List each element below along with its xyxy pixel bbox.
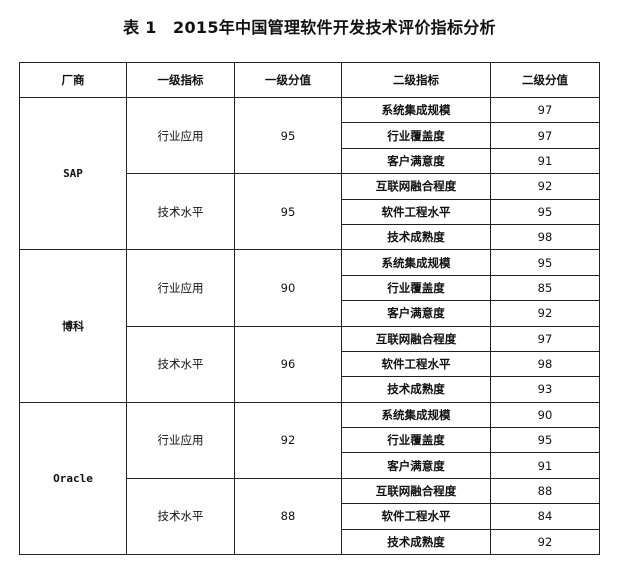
header-level2-indicator: 二级指标 <box>341 62 491 98</box>
level1-score-cell: 95 <box>234 173 342 251</box>
table-row: 客户满意度 91 <box>20 452 600 479</box>
level1-indicator-cell: 行业应用 <box>126 96 235 175</box>
level2-indicator-cell: 客户满意度 <box>341 300 491 327</box>
level2-score-cell: 92 <box>490 300 600 327</box>
level2-indicator-cell: 技术成熟度 <box>341 528 491 556</box>
table-row: 技术水平 96 互联网融合程度 97 <box>20 325 600 403</box>
table-row: 行业覆盖度 97 <box>20 122 600 149</box>
header-vendor: 厂商 <box>19 62 127 98</box>
level2-score-cell: 88 <box>490 477 600 505</box>
level2-indicator-cell: 技术成熟度 <box>341 376 491 403</box>
level2-indicator-cell: 行业覆盖度 <box>341 122 491 149</box>
level1-score-cell: 96 <box>234 325 342 403</box>
vendor-cell: Oracle <box>19 401 127 556</box>
table-row: 技术成熟度 93 <box>20 376 600 403</box>
level2-score-cell: 93 <box>490 376 600 403</box>
level1-score-cell: 95 <box>234 96 342 175</box>
level2-indicator-cell: 互联网融合程度 <box>341 173 491 200</box>
table-row: 技术水平 95 互联网融合程度 92 <box>20 173 600 251</box>
level1-indicator-cell: 技术水平 <box>126 477 235 556</box>
table-body: SAP 行业应用 95 系统集成规模 97 行业覆盖度 97 客户满意度 91 技术水平 95 互联网… <box>19 96 600 556</box>
level2-score-cell: 91 <box>490 147 600 175</box>
evaluation-table: 厂商 一级指标 一级分值 二级指标 二级分值 SAP 行业应用 95 系统集成规模 97… <box>19 62 600 556</box>
level1-indicator-cell: 技术水平 <box>126 325 235 403</box>
level1-indicator-cell: 技术水平 <box>126 173 235 251</box>
level2-score-cell: 95 <box>490 427 600 454</box>
level2-score-cell: 92 <box>490 528 600 556</box>
level2-score-cell: 97 <box>490 325 600 352</box>
level2-score-cell: 98 <box>490 223 600 251</box>
table-row: 行业覆盖度 85 <box>20 274 600 302</box>
table-row: 技术成熟度 98 <box>20 223 600 251</box>
level2-indicator-cell: 系统集成规模 <box>341 401 491 429</box>
vendor-cell: SAP <box>19 96 127 251</box>
table-row: 博科 行业应用 90 系统集成规模 95 <box>19 249 600 403</box>
level2-score-cell: 91 <box>490 452 600 479</box>
level2-score-cell: 84 <box>490 503 600 530</box>
table-row: Oracle 行业应用 92 系统集成规模 90 <box>19 401 600 556</box>
level1-score-cell: 92 <box>234 401 342 479</box>
table-row: 软件工程水平 95 <box>20 198 600 225</box>
level2-score-cell: 98 <box>490 350 600 378</box>
level1-indicator-cell: 行业应用 <box>126 249 235 327</box>
table-title: 表 1 2015年中国管理软件开发技术评价指标分析 <box>123 18 496 37</box>
header-row: 厂商 一级指标 一级分值 二级指标 二级分值 <box>19 62 600 98</box>
table-row: 技术成熟度 92 <box>20 528 600 556</box>
level1-indicator-cell: 行业应用 <box>126 401 235 479</box>
level2-score-cell: 95 <box>490 198 600 225</box>
level2-indicator-cell: 客户满意度 <box>341 147 491 175</box>
level2-score-cell: 92 <box>490 173 600 200</box>
level2-score-cell: 85 <box>490 274 600 302</box>
header-level1-score: 一级分值 <box>234 62 342 98</box>
level2-indicator-cell: 系统集成规模 <box>341 96 491 124</box>
level2-indicator-cell: 软件工程水平 <box>341 198 491 225</box>
vendor-cell: 博科 <box>19 249 127 403</box>
level2-indicator-cell: 互联网融合程度 <box>341 325 491 352</box>
level2-score-cell: 90 <box>490 401 600 429</box>
level2-indicator-cell: 客户满意度 <box>341 452 491 479</box>
level2-indicator-cell: 软件工程水平 <box>341 350 491 378</box>
level2-indicator-cell: 系统集成规模 <box>341 249 491 276</box>
table-row: 软件工程水平 98 <box>20 350 600 378</box>
level2-indicator-cell: 软件工程水平 <box>341 503 491 530</box>
table-row: SAP 行业应用 95 系统集成规模 97 <box>19 96 600 251</box>
header-level1-indicator: 一级指标 <box>126 62 235 98</box>
level1-score-cell: 90 <box>234 249 342 327</box>
table-row: 软件工程水平 84 <box>20 503 600 530</box>
level1-score-cell: 88 <box>234 477 342 556</box>
level2-indicator-cell: 互联网融合程度 <box>341 477 491 505</box>
level2-score-cell: 95 <box>490 249 600 276</box>
table-row: 客户满意度 92 <box>20 300 600 327</box>
level2-indicator-cell: 行业覆盖度 <box>341 274 491 302</box>
level2-score-cell: 97 <box>490 122 600 149</box>
level2-indicator-cell: 行业覆盖度 <box>341 427 491 454</box>
level2-score-cell: 97 <box>490 96 600 124</box>
table-row: 行业覆盖度 95 <box>20 427 600 454</box>
header-level2-score: 二级分值 <box>490 62 600 98</box>
level2-indicator-cell: 技术成熟度 <box>341 223 491 251</box>
table-row: 技术水平 88 互联网融合程度 88 <box>20 477 600 556</box>
table-row: 客户满意度 91 <box>20 147 600 175</box>
